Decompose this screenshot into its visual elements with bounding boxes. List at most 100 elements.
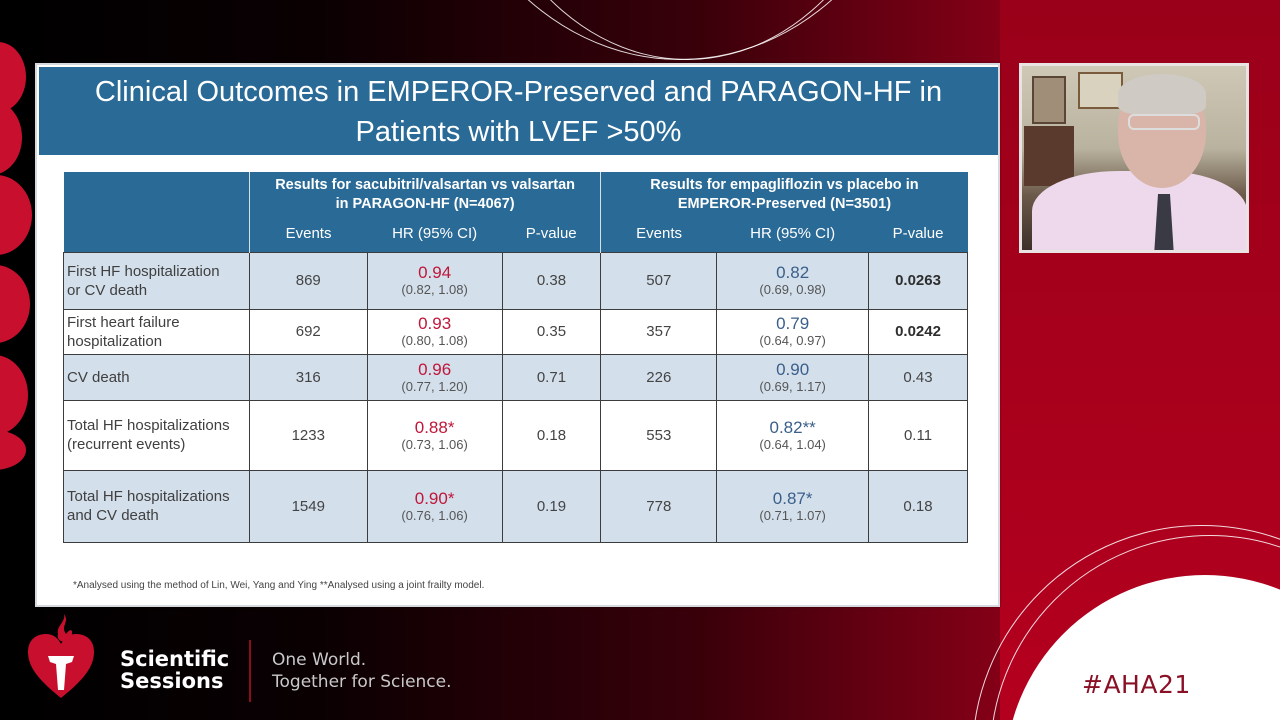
emperor-hr: 0.82** (0.64, 1.04) (716, 399, 870, 471)
brand-name: Scientific Sessions (120, 648, 229, 692)
decor-blob (0, 175, 32, 255)
decor-blob (0, 100, 22, 175)
brand-tagline-line2: Together for Science. (272, 672, 452, 692)
paragon-pvalue: 0.18 (501, 399, 602, 471)
emperor-pvalue: 0.0242 (868, 308, 968, 355)
outcome-label-line1: Total HF hospitalizations (67, 417, 230, 434)
hr-ci: (0.64, 0.97) (759, 333, 826, 348)
hr-ci: (0.69, 1.17) (759, 378, 826, 394)
emperor-events: 507 (600, 251, 718, 310)
decor-blob (0, 355, 28, 435)
hr-ci: (0.76, 1.06) (401, 507, 468, 523)
outcome-label-line2: (recurrent events) (67, 436, 186, 453)
hr-value: 0.94 (418, 263, 452, 282)
paragon-events: 869 (248, 251, 368, 310)
outcome-label-line2: hospitalization (67, 332, 163, 350)
heart-torch-icon (28, 614, 94, 698)
presenter-glasses (1128, 114, 1200, 130)
group-header-paragon: Results for sacubitril/valsartan vs vals… (249, 172, 601, 216)
hr-value: 0.90 (776, 359, 810, 379)
emperor-pvalue: 0.0263 (868, 251, 968, 310)
outcome-label-line1: First HF hospitalization (67, 262, 220, 280)
brand-tagline-line1: One World. (272, 650, 367, 670)
hr-ci: (0.71, 1.07) (759, 507, 826, 523)
outcome-label-line1: CV death (67, 368, 130, 386)
paragon-hr: 0.88* (0.73, 1.06) (366, 399, 503, 471)
decor-blob (0, 430, 26, 470)
group-header-line1: Results for sacubitril/valsartan vs vals… (275, 177, 576, 193)
hr-value: 0.90* (414, 488, 455, 508)
outcome-label: First HF hospitalization or CV death (63, 251, 250, 310)
paragon-pvalue: 0.19 (501, 469, 602, 543)
slide-title-line1: Clinical Outcomes in EMPEROR-Preserved a… (94, 76, 943, 108)
outcome-label: First heart failure hospitalization (63, 308, 250, 355)
presenter-body (1032, 171, 1246, 250)
table-row: First HF hospitalization or CV death 869 … (63, 251, 968, 310)
outcome-label: Total HF hospitalizations (recurrent even… (63, 399, 250, 471)
hr-value: 0.93 (418, 314, 452, 333)
brand-tagline: One World. Together for Science. (272, 649, 452, 693)
hr-value: 0.79 (776, 314, 810, 333)
emperor-events: 357 (600, 308, 718, 355)
hr-ci: (0.73, 1.06) (401, 436, 468, 452)
column-header-events: Events (600, 216, 717, 252)
results-table: Results for sacubitril/valsartan vs vals… (63, 172, 968, 543)
hr-value: 0.82** (769, 417, 816, 437)
table-row: CV death 316 0.96 (0.77, 1.20) 0.71 226 0… (63, 353, 968, 401)
slide-footnote: *Analysed using the method of Lin, Wei, … (73, 580, 485, 591)
hr-ci: (0.80, 1.08) (401, 333, 468, 348)
emperor-pvalue: 0.18 (868, 469, 968, 543)
group-header-line2: EMPEROR-Preserved (N=3501) (677, 196, 892, 212)
hr-value: 0.96 (418, 359, 452, 379)
decor-blob (0, 265, 30, 343)
paragon-events: 692 (248, 308, 368, 355)
paragon-events: 316 (248, 353, 368, 401)
hr-ci: (0.82, 1.08) (401, 282, 468, 297)
slide-title: Clinical Outcomes in EMPEROR-Preserved a… (39, 67, 998, 155)
paragon-events: 1233 (248, 399, 368, 471)
brand-divider (249, 640, 251, 702)
paragon-pvalue: 0.35 (501, 308, 602, 355)
decor-blob (0, 42, 26, 112)
presenter-tie (1154, 194, 1174, 250)
emperor-events: 226 (600, 353, 718, 401)
table-row: First heart failure hospitalization 692 0… (63, 308, 968, 355)
paragon-pvalue: 0.38 (501, 251, 602, 310)
hr-value: 0.87* (772, 488, 813, 508)
hr-ci: (0.69, 0.98) (759, 282, 826, 297)
brand-name-line1: Scientific (120, 647, 230, 671)
emperor-hr: 0.82 (0.69, 0.98) (716, 251, 870, 310)
paragon-hr: 0.94 (0.82, 1.08) (366, 251, 503, 310)
group-header-emperor: Results for empagliflozin vs placebo in … (600, 172, 968, 216)
slide-title-line2: Patients with LVEF >50% (355, 116, 682, 148)
hr-value: 0.88* (414, 417, 455, 437)
webcam-background-picture (1032, 76, 1066, 124)
outcome-label: CV death (63, 353, 250, 401)
outcome-label: Total HF hospitalizations and CV death (63, 469, 250, 543)
column-header-pvalue: P-value (502, 216, 601, 252)
emperor-pvalue: 0.43 (868, 353, 968, 401)
event-hashtag: #AHA21 (1082, 670, 1191, 699)
emperor-hr: 0.79 (0.64, 0.97) (716, 308, 870, 355)
paragon-hr: 0.96 (0.77, 1.20) (366, 353, 503, 401)
column-header-hr: HR (95% CI) (716, 216, 869, 252)
emperor-pvalue: 0.11 (868, 399, 968, 471)
paragon-events: 1549 (248, 469, 368, 543)
emperor-hr: 0.90 (0.69, 1.17) (716, 353, 870, 401)
group-header-line1: Results for empagliflozin vs placebo in (650, 177, 919, 193)
outcome-label-line1: First heart failure (67, 313, 180, 331)
presenter-webcam (1019, 63, 1249, 253)
outcome-label-line2: and CV death (67, 507, 159, 524)
brand-name-line2: Sessions (120, 669, 224, 693)
column-header-events: Events (249, 216, 368, 252)
column-header-hr: HR (95% CI) (367, 216, 503, 252)
emperor-events: 778 (600, 469, 718, 543)
paragon-pvalue: 0.71 (501, 353, 602, 401)
paragon-hr: 0.90* (0.76, 1.06) (366, 469, 503, 543)
outcome-label-line1: Total HF hospitalizations (67, 488, 230, 505)
table-row: Total HF hospitalizations and CV death 15… (63, 469, 968, 543)
hr-ci: (0.77, 1.20) (401, 378, 468, 394)
hr-ci: (0.64, 1.04) (759, 436, 826, 452)
presentation-slide: Clinical Outcomes in EMPEROR-Preserved a… (35, 63, 1000, 607)
emperor-hr: 0.87* (0.71, 1.07) (716, 469, 870, 543)
